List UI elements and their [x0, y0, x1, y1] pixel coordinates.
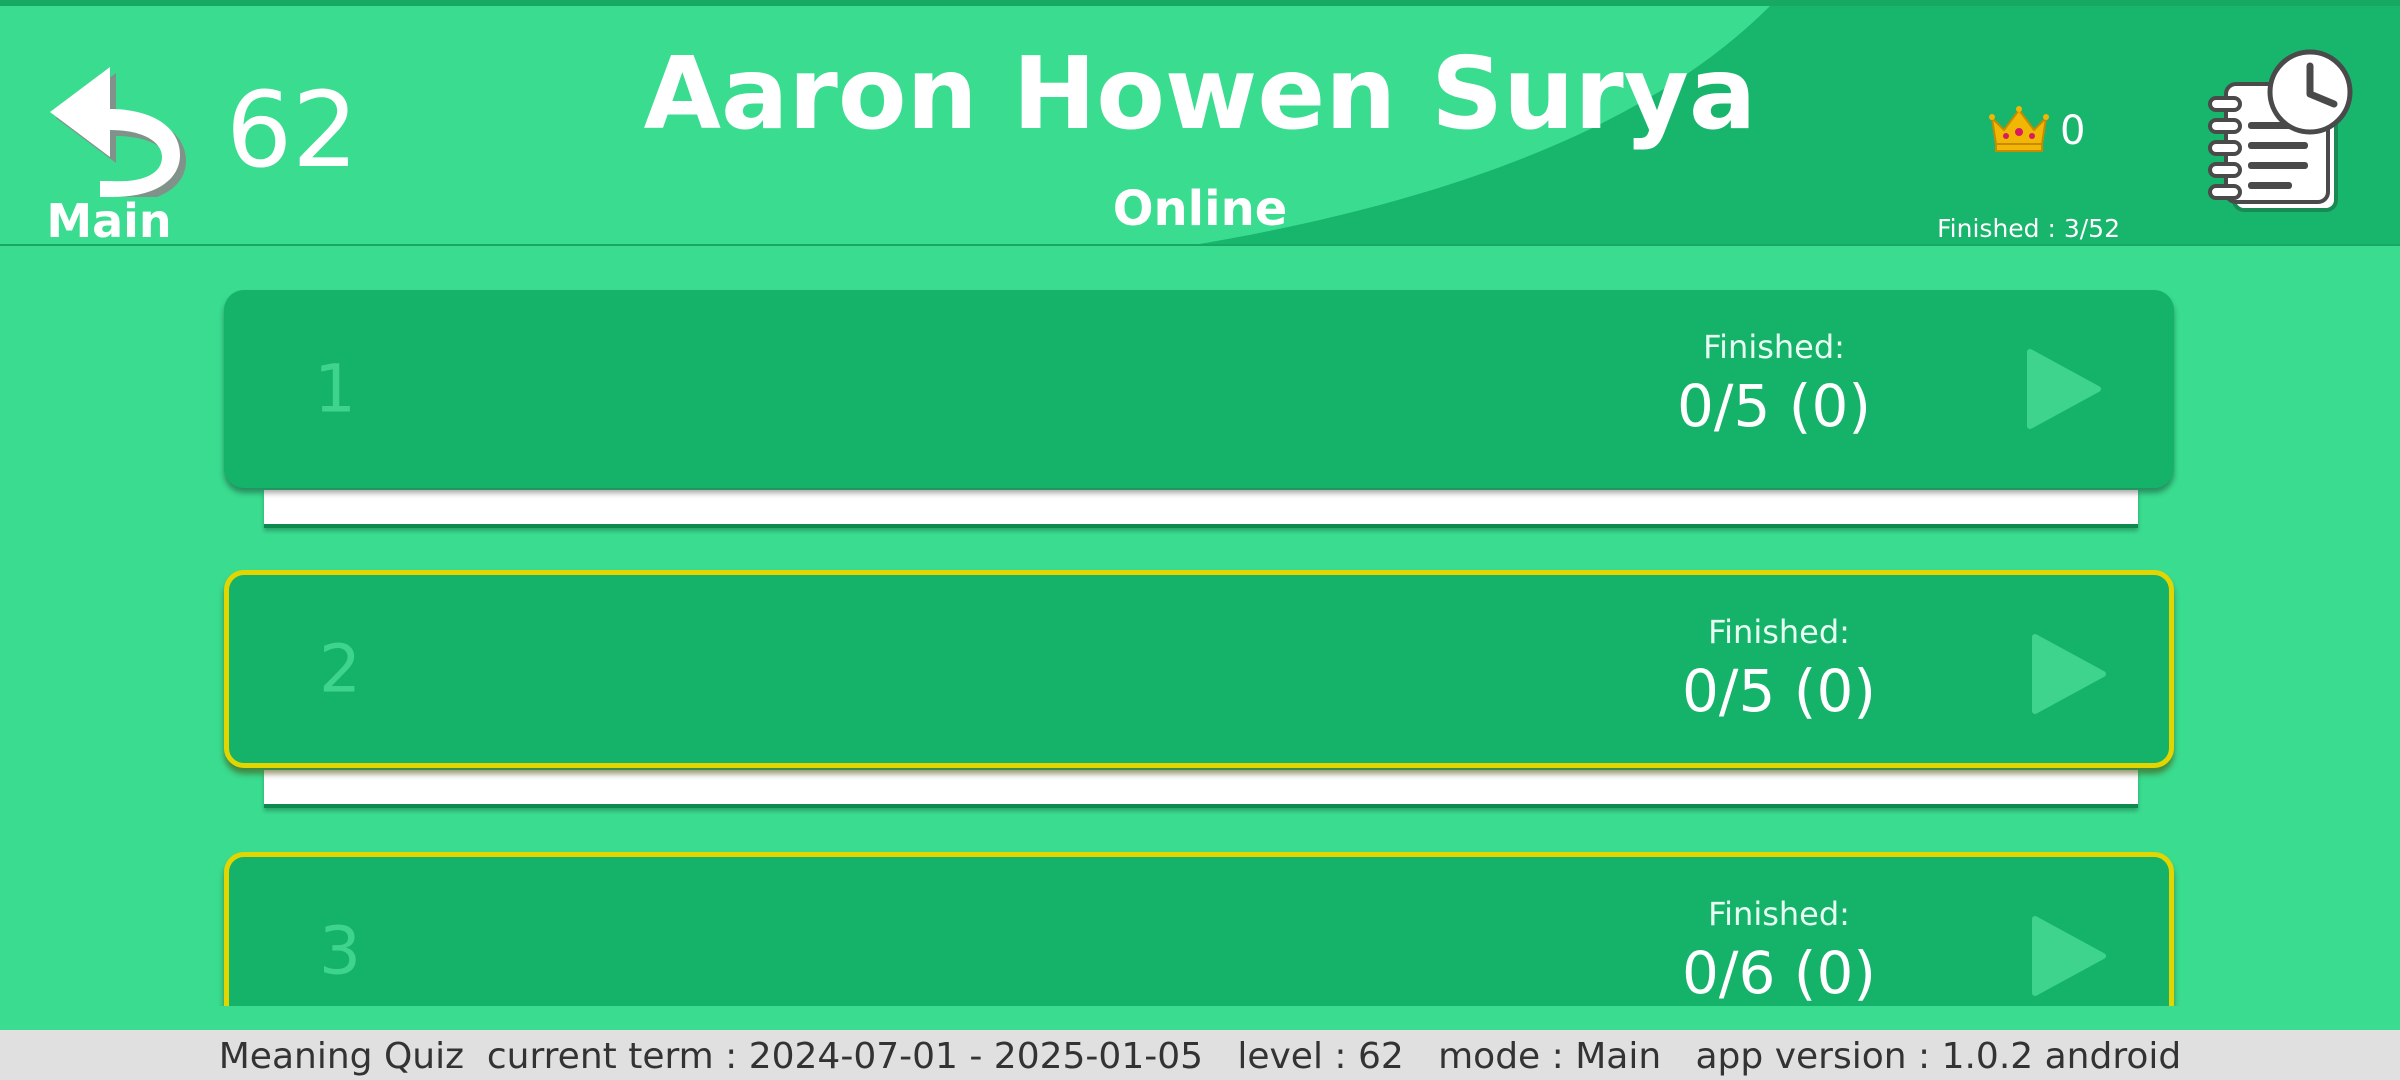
level-card-finished-value: 0/6 (0) [1682, 939, 1876, 1006]
level-card-number: 3 [319, 912, 361, 990]
header-bar: Main 62 Aaron Howen Surya Online 0 Finis… [0, 0, 2400, 246]
level-card-number: 1 [314, 350, 356, 428]
crown-counter: 0 [1988, 104, 2088, 156]
header-finished-count: Finished : 3/52 [1937, 214, 2120, 243]
player-name: Aaron Howen Surya [643, 35, 1757, 152]
level-card-finished-value: 0/5 (0) [1677, 372, 1871, 440]
level-card-2[interactable]: 2 Finished: 0/5 (0) [224, 570, 2174, 768]
level-list[interactable]: 1 Finished: 0/5 (0) 2 Finished: 0/5 (0) … [0, 252, 2400, 1006]
level-card-finished-label: Finished: [1708, 895, 1850, 933]
level-card-finished-label: Finished: [1703, 328, 1845, 366]
play-icon[interactable] [2029, 631, 2109, 717]
header-light-swoosh [0, 6, 1770, 246]
level-card-wrap: 2 Finished: 0/5 (0) [224, 570, 2180, 830]
crown-icon [1989, 106, 2049, 152]
header-divider [0, 244, 2400, 246]
back-label: Main [46, 194, 172, 246]
crown-count: 0 [2060, 108, 2086, 154]
level-number: 62 [226, 69, 359, 191]
level-card-3[interactable]: 3 Finished: 0/6 (0) [224, 852, 2174, 1006]
level-card-finished-value: 0/5 (0) [1682, 657, 1876, 725]
level-card-1[interactable]: 1 Finished: 0/5 (0) [224, 290, 2174, 488]
footer-info-bar: Meaning Quiz current term : 2024-07-01 -… [0, 1030, 2400, 1080]
back-arrow-icon [50, 67, 186, 197]
play-icon[interactable] [2029, 913, 2109, 999]
play-icon[interactable] [2024, 346, 2104, 432]
level-card-wrap: 1 Finished: 0/5 (0) [224, 290, 2180, 550]
notepad-clock-icon [2208, 49, 2353, 212]
level-card-wrap: 3 Finished: 0/6 (0) [224, 852, 2180, 1006]
card-underlay [264, 770, 2138, 808]
back-button[interactable]: Main [30, 51, 190, 246]
level-card-number: 2 [319, 630, 361, 708]
player-status: Online [1112, 181, 1288, 237]
card-underlay [264, 490, 2138, 528]
history-button[interactable] [2200, 46, 2360, 216]
level-card-finished-label: Finished: [1708, 613, 1850, 651]
